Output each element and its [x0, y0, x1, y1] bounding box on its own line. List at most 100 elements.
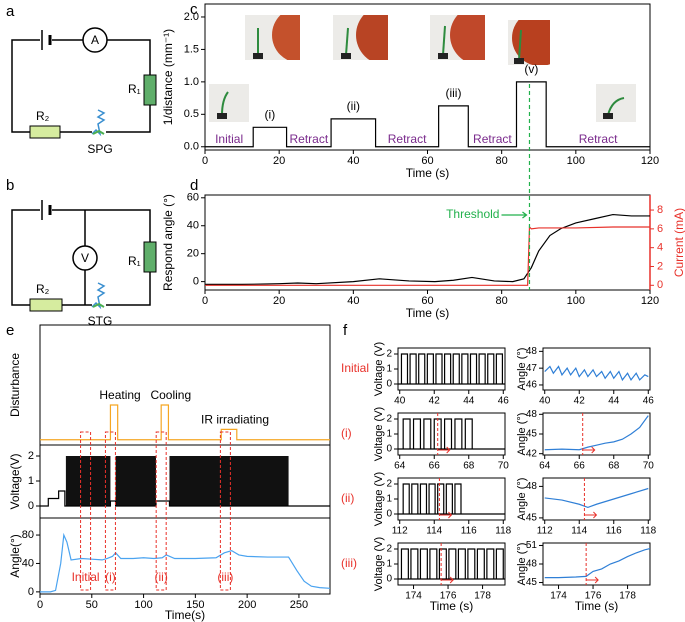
y-axis-label: Angle (°)	[516, 348, 528, 391]
y-tick-label: 0.0	[184, 141, 199, 153]
y-axis-label: Voltage (V)	[373, 537, 385, 591]
marker-label: Initial	[72, 570, 100, 584]
meter	[82, 27, 108, 53]
x-tick-label: 120	[641, 155, 659, 167]
meter-label: V	[81, 251, 89, 265]
y-axis-label: Disturbance	[8, 353, 22, 417]
y2-tick-label: 0	[657, 279, 663, 291]
x-tick-label: 70	[643, 461, 655, 472]
pulse	[411, 483, 419, 514]
sensor	[92, 129, 105, 135]
marker-arrow	[582, 446, 596, 454]
y-tick-label: 1	[386, 559, 392, 570]
marker-box	[80, 431, 92, 591]
pulse	[438, 548, 447, 579]
y-tick-label: 0	[386, 379, 392, 390]
x-tick-label: 60	[421, 155, 433, 167]
pulse	[426, 353, 434, 384]
y-tick-label: 51	[526, 540, 538, 551]
y-tick-label: 0.5	[184, 108, 199, 120]
marker-label: (ii)	[155, 570, 168, 584]
x-tick-label: 100	[134, 599, 152, 611]
pulse	[448, 548, 457, 579]
resistor	[29, 298, 63, 312]
data-line	[544, 487, 649, 509]
y-axis-label: Voltage (V)	[373, 472, 385, 526]
y-axis-label: Voltage (V)	[373, 342, 385, 396]
x-tick-label: 68	[463, 461, 475, 472]
y-tick-label: 1	[386, 494, 392, 505]
y-tick-label: 0	[386, 444, 392, 455]
sensor	[91, 282, 106, 310]
marker-box	[104, 431, 116, 591]
threshold-arrow	[501, 211, 528, 219]
marker-arrow	[437, 446, 451, 454]
marker-box	[219, 431, 231, 591]
y-axis-label: Angle (°)	[516, 543, 528, 586]
data-line	[40, 490, 330, 507]
x-tick-label: 80	[496, 295, 508, 307]
oscillation-band	[115, 456, 156, 506]
y-tick-label: 1	[28, 475, 34, 487]
marker-label: (i)	[105, 570, 116, 584]
x-tick-label: 118	[640, 526, 656, 537]
y-tick-label: 0	[386, 509, 392, 520]
meter-label: A	[91, 33, 99, 47]
x-tick-label: 66	[429, 461, 441, 472]
x-tick-label: 0	[37, 599, 43, 611]
x-tick-label: 20	[273, 295, 285, 307]
photo	[430, 15, 485, 60]
pulse	[443, 353, 452, 384]
pulse	[467, 548, 476, 579]
oscillation-band	[169, 456, 289, 506]
pulse	[437, 483, 445, 514]
x-tick-label: 44	[463, 396, 475, 407]
x-tick-label: 40	[347, 295, 359, 307]
pulse	[400, 548, 409, 579]
resistor-label: R₁	[128, 82, 141, 96]
y-tick-label: 20	[187, 248, 199, 260]
x-tick-label: 46	[643, 396, 655, 407]
pulse	[469, 353, 478, 384]
x-tick-label: 176	[440, 591, 457, 602]
annotation: Cooling	[150, 388, 191, 402]
x-tick-label: 42	[429, 396, 441, 407]
y-tick-label: 48	[526, 559, 538, 570]
photo	[596, 84, 636, 122]
y-tick-label: 2.0	[184, 11, 199, 23]
x-tick-label: 114	[571, 526, 587, 537]
pulse	[428, 483, 436, 514]
row-label: (i)	[341, 426, 352, 440]
x-tick-label: 100	[567, 155, 585, 167]
x-tick-label: 116	[461, 526, 477, 537]
pulse	[487, 353, 495, 384]
annotation: Heating	[99, 388, 140, 402]
pulse	[454, 418, 463, 449]
marker-arrow	[439, 511, 453, 519]
y2-axis-label: Current (mA)	[672, 208, 685, 277]
data-line	[544, 415, 649, 451]
pulse	[486, 548, 495, 579]
pulse	[478, 353, 486, 384]
panel-label: c	[190, 1, 198, 18]
stage-label: (v)	[524, 62, 538, 76]
x-tick-label: 114	[426, 526, 442, 537]
x-tick-label: 0	[202, 155, 208, 167]
x-tick-label: 40	[347, 155, 359, 167]
pulse	[410, 548, 419, 579]
marker-box	[155, 431, 167, 591]
y-tick-label: 2	[386, 544, 392, 555]
phase-label: Initial	[215, 132, 243, 146]
y-tick-label: 0	[28, 586, 34, 598]
device-label: STG	[88, 314, 113, 328]
x-tick-label: 178	[474, 591, 491, 602]
x-tick-label: 40	[539, 396, 551, 407]
pulse	[464, 418, 473, 449]
x-tick-label: 118	[495, 526, 511, 537]
panel-label: e	[6, 322, 14, 339]
resistor	[29, 125, 61, 139]
x-tick-label: 50	[86, 599, 98, 611]
panel-label: b	[6, 177, 14, 194]
